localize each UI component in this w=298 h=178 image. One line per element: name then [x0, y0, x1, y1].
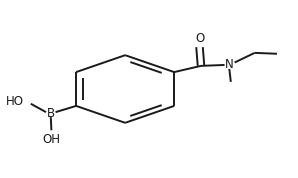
Text: N: N — [225, 58, 234, 72]
Text: O: O — [195, 32, 204, 44]
Text: HO: HO — [6, 95, 24, 108]
Text: OH: OH — [42, 133, 60, 146]
Text: B: B — [47, 107, 55, 121]
